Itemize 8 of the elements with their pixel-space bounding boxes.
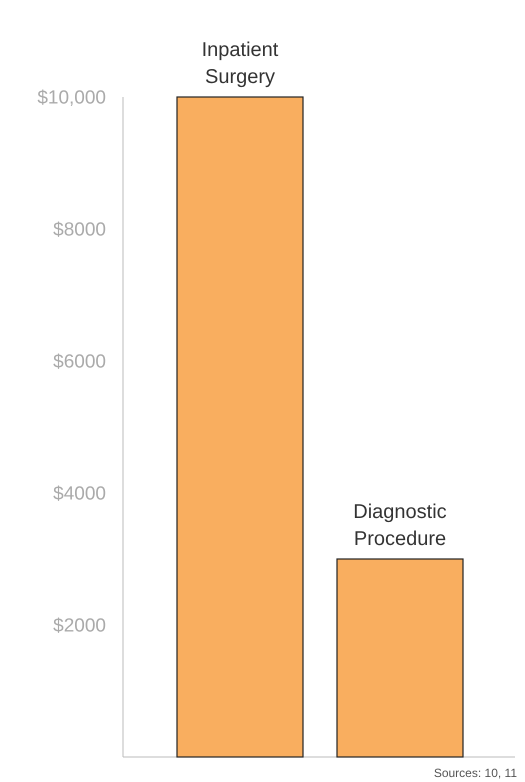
x-tick-label: Diagnostic Procedure [353, 501, 447, 550]
y-tick-label: $2000 [53, 616, 106, 637]
source-note: Sources: 10, 11 [434, 766, 518, 780]
y-tick-label: $6000 [53, 352, 106, 373]
y-tick-label: $10,000 [37, 88, 106, 109]
y-tick-label: $8000 [53, 220, 106, 241]
x-tick-label: Inpatient Surgery [202, 39, 279, 88]
y-tick-label: $4000 [53, 484, 106, 505]
